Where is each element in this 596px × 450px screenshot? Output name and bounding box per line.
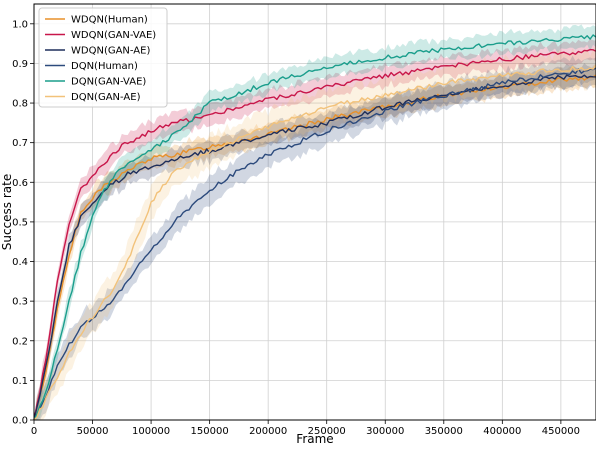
- x-tick-label: 300000: [366, 426, 404, 437]
- x-tick-label: 250000: [308, 426, 346, 437]
- y-tick-label: 0.0: [12, 416, 28, 427]
- x-tick-label: 150000: [191, 426, 229, 437]
- series-line: [33, 74, 596, 421]
- y-tick-label: 0.3: [12, 297, 28, 308]
- series-band: [34, 38, 596, 421]
- x-tick-label: 0: [31, 426, 37, 437]
- series-line: [33, 34, 596, 421]
- plot-frame: [33, 3, 596, 421]
- legend-label: DQN(GAN-VAE): [71, 77, 146, 88]
- tick-layer: 0 50000 100000 150000 200000 250000 300000 3500…: [12, 19, 580, 437]
- series-band: [34, 55, 596, 420]
- legend: WDQN(Human) WDQN(GAN-VAE) WDQN(GAN-AE) DQN(…: [38, 7, 168, 108]
- x-tick-label: 450000: [542, 426, 580, 437]
- series-band: [34, 63, 596, 420]
- series-line: [33, 67, 596, 421]
- series-line: [33, 48, 596, 421]
- y-tick-label: 0.7: [12, 138, 28, 149]
- y-tick-label: 0.9: [12, 59, 28, 70]
- y-tick-label: 0.1: [12, 376, 28, 387]
- y-tick-label: 0.5: [12, 217, 28, 228]
- series-band: [34, 63, 596, 420]
- x-tick-label: 50000: [77, 426, 109, 437]
- x-tick-label: 100000: [132, 426, 170, 437]
- line-layer: [33, 34, 596, 421]
- y-tick-label: 1.0: [12, 19, 28, 30]
- legend-label: WDQN(Human): [71, 15, 148, 26]
- legend-label: WDQN(GAN-VAE): [71, 30, 156, 41]
- legend-box: [38, 7, 168, 108]
- x-tick-label: 400000: [483, 426, 521, 437]
- legend-label: DQN(Human): [71, 61, 138, 72]
- x-tick-label: 350000: [425, 426, 463, 437]
- legend-label: WDQN(GAN-AE): [71, 46, 150, 57]
- y-tick-label: 0.8: [12, 99, 28, 110]
- x-axis-label: Frame: [296, 432, 333, 446]
- legend-label: DQN(GAN-AE): [71, 92, 141, 103]
- y-tick-label: 0.6: [12, 178, 28, 189]
- series-line: [33, 64, 596, 421]
- y-axis-label: Success rate: [0, 174, 14, 251]
- y-tick-label: 0.4: [12, 257, 28, 268]
- y-tick-label: 0.2: [12, 336, 28, 347]
- x-tick-label: 200000: [249, 426, 287, 437]
